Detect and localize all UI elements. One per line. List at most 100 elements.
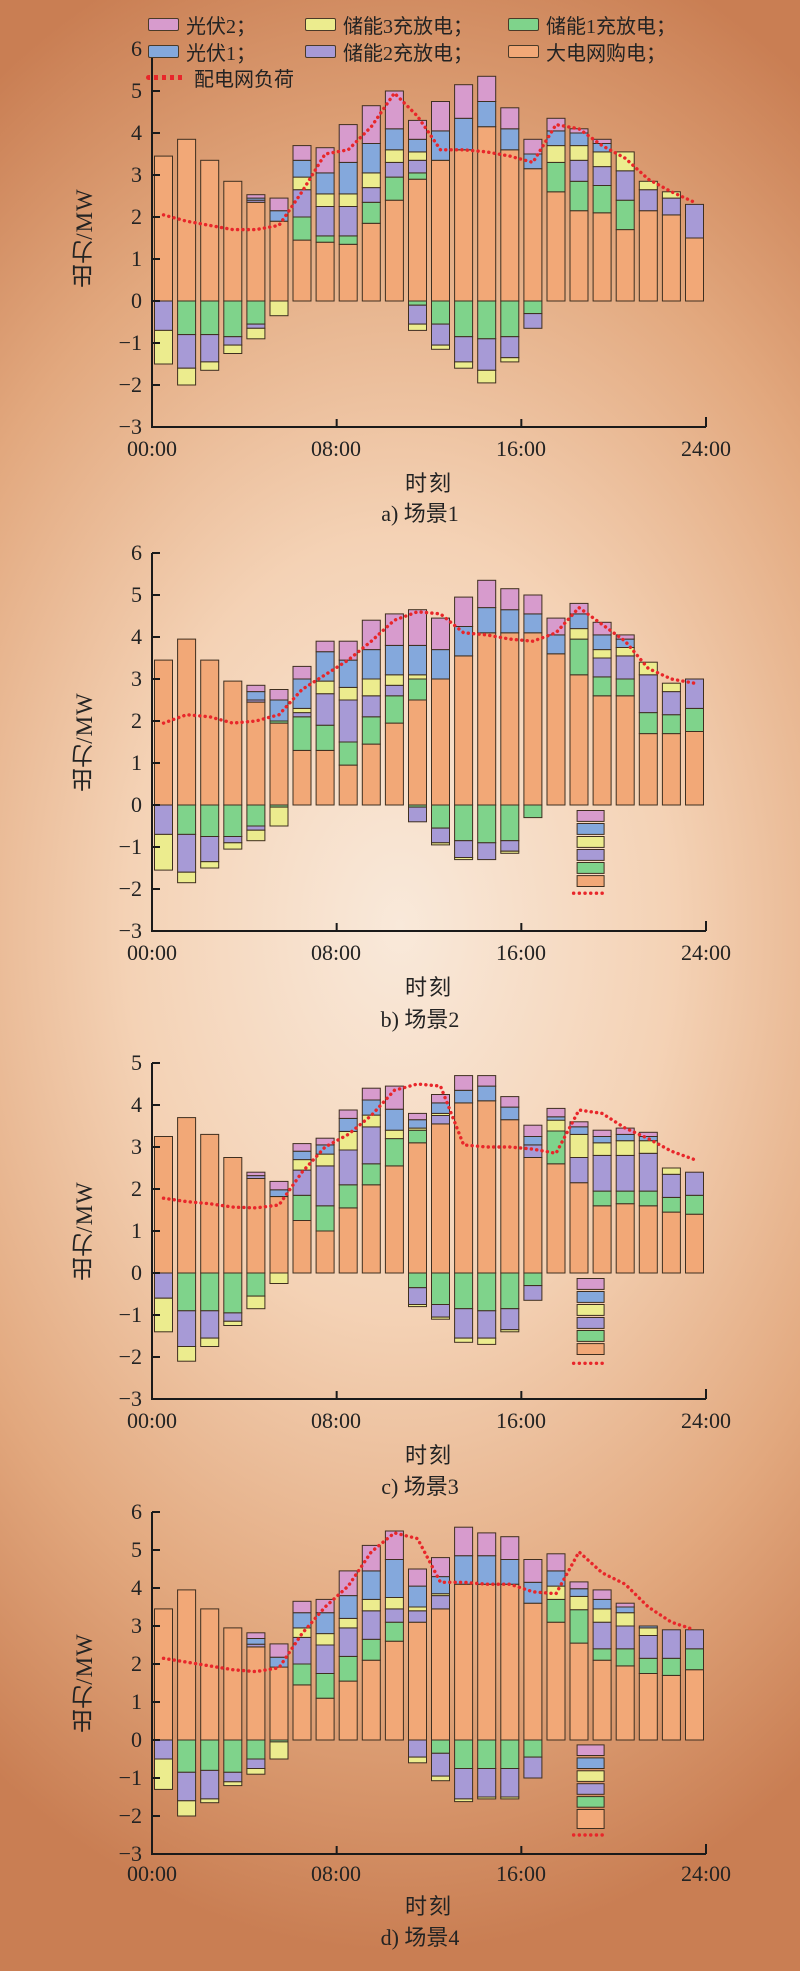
storage1-bar-segment <box>454 1739 474 1769</box>
pv1-bar-segment <box>638 1625 658 1629</box>
grid-bar-segment <box>431 1608 450 1741</box>
pv2-bar-segment <box>361 1544 381 1572</box>
pv1-bar-segment <box>408 1585 427 1608</box>
bars <box>154 1526 704 1817</box>
x-tick-label: 00:00 <box>126 940 178 965</box>
grid-bar-segment <box>269 1196 289 1274</box>
storage1-bar-segment <box>338 741 358 766</box>
pv1-bar-segment <box>523 1136 543 1146</box>
pv2-bar-segment <box>546 1107 566 1118</box>
pv1-bar-segment <box>361 1099 381 1116</box>
storage1-bar-segment <box>477 1739 497 1769</box>
storage1-key-patch <box>576 1330 605 1342</box>
storage1-bar-segment <box>523 804 543 819</box>
storage2-bar-segment <box>431 1115 450 1125</box>
grid-bar-segment <box>361 743 381 806</box>
pv2-bar-segment <box>523 138 543 155</box>
pv1-bar-segment <box>338 1117 358 1132</box>
grid-bar-segment <box>292 239 312 302</box>
pv2-bar-segment <box>500 1536 520 1560</box>
storage2-bar-segment <box>361 1610 381 1640</box>
storage3-bar-segment <box>477 1337 497 1345</box>
grid-bar-segment <box>361 222 381 302</box>
load-line <box>161 605 697 725</box>
storage3-bar-segment <box>431 344 450 350</box>
axes <box>151 1511 707 1855</box>
storage2-bar-segment <box>523 1756 543 1779</box>
pv2-bar-segment <box>546 617 566 636</box>
pv2-bar-segment <box>315 1137 335 1146</box>
grid-bar-segment <box>685 1669 704 1741</box>
pv2-bar-segment <box>477 579 497 609</box>
pv1-bar-segment <box>246 691 266 701</box>
storage3-key-patch <box>576 1770 605 1782</box>
grid-bar-segment <box>615 695 635 806</box>
color-key-column <box>571 810 610 895</box>
storage2-bar-segment <box>454 336 474 363</box>
storage3-bar-segment <box>384 149 404 163</box>
pv2-bar-segment <box>408 1112 427 1121</box>
storage1-bar-segment <box>292 1194 312 1222</box>
storage1-bar-segment <box>685 707 704 733</box>
storage3-bar-segment <box>200 861 220 869</box>
pv2-swatch-icon <box>148 18 179 31</box>
storage2-bar-segment <box>431 827 450 844</box>
storage1-bar-segment <box>615 1648 635 1667</box>
storage1-bar-segment <box>615 678 635 697</box>
grid-bar-segment <box>615 1665 635 1741</box>
pv2-bar-segment <box>292 1600 312 1614</box>
storage1-key-patch <box>576 1796 605 1808</box>
pv1-bar-segment <box>338 161 358 195</box>
grid-bar-segment <box>154 155 173 302</box>
legend-label: 大电网购电； <box>546 43 666 65</box>
grid-bar-segment <box>477 1583 497 1741</box>
grid-bar-segment <box>638 210 658 302</box>
storage1-bar-segment <box>661 714 681 735</box>
color-key-column <box>571 1744 610 1837</box>
pv1-bar-segment <box>361 1570 381 1600</box>
storage2-bar-segment <box>431 1752 450 1777</box>
legend-label: 光伏2； <box>186 16 256 38</box>
grid-bar-segment <box>638 1205 658 1274</box>
pv1-key-patch <box>576 1291 605 1303</box>
storage2-bar-segment <box>292 712 312 718</box>
grid-bar-segment <box>523 632 543 806</box>
pv1-bar-segment <box>292 678 312 709</box>
grid-bar-segment <box>431 159 450 302</box>
pv1-bar-segment <box>477 607 497 634</box>
storage2-bar-segment <box>661 197 681 216</box>
y-tick-label: 1 <box>131 1689 142 1714</box>
x-tick-label: 16:00 <box>495 940 547 965</box>
storage2-bar-segment <box>408 1287 427 1305</box>
storage3-bar-segment <box>269 1741 289 1760</box>
chart-d: −3 −2 −1 0 1 2 3 4 5 6 <box>119 1499 707 1866</box>
y-tick-label: 5 <box>131 582 142 607</box>
storage2-bar-segment <box>408 806 427 823</box>
storage1-bar-segment <box>338 1184 358 1209</box>
chart-caption: a) 场景1 <box>381 501 459 526</box>
y-tick-label: −2 <box>119 372 142 397</box>
storage3-bar-segment <box>315 193 335 207</box>
storage1-bar-segment <box>223 1272 243 1314</box>
pv2-bar-segment <box>246 1632 266 1640</box>
y-axis-title: 出力/MW <box>72 1633 97 1733</box>
storage3-bar-segment <box>200 361 220 371</box>
y-tick-label: 3 <box>131 162 142 187</box>
storage2-bar-segment <box>200 836 220 863</box>
storage3-bar-segment <box>592 151 612 168</box>
grid-bar-segment <box>384 722 404 806</box>
y-tick-label: −3 <box>119 1386 142 1411</box>
pv1-bar-segment <box>431 130 450 161</box>
pv2-bar-segment <box>408 1568 427 1587</box>
pv2-bar-segment <box>431 1557 450 1578</box>
grid-bar-segment <box>338 764 358 806</box>
storage2-bar-segment <box>615 1154 635 1192</box>
storage2-bar-segment <box>154 804 173 835</box>
pv2-bar-segment <box>523 594 543 615</box>
pv1-bar-segment <box>431 1576 450 1595</box>
storage2-bar-segment <box>223 1771 243 1783</box>
storage2-bar-segment <box>615 170 635 201</box>
storage1-bar-segment <box>477 300 497 340</box>
pv1-bar-segment <box>384 644 404 676</box>
storage1-bar-segment <box>384 176 404 201</box>
